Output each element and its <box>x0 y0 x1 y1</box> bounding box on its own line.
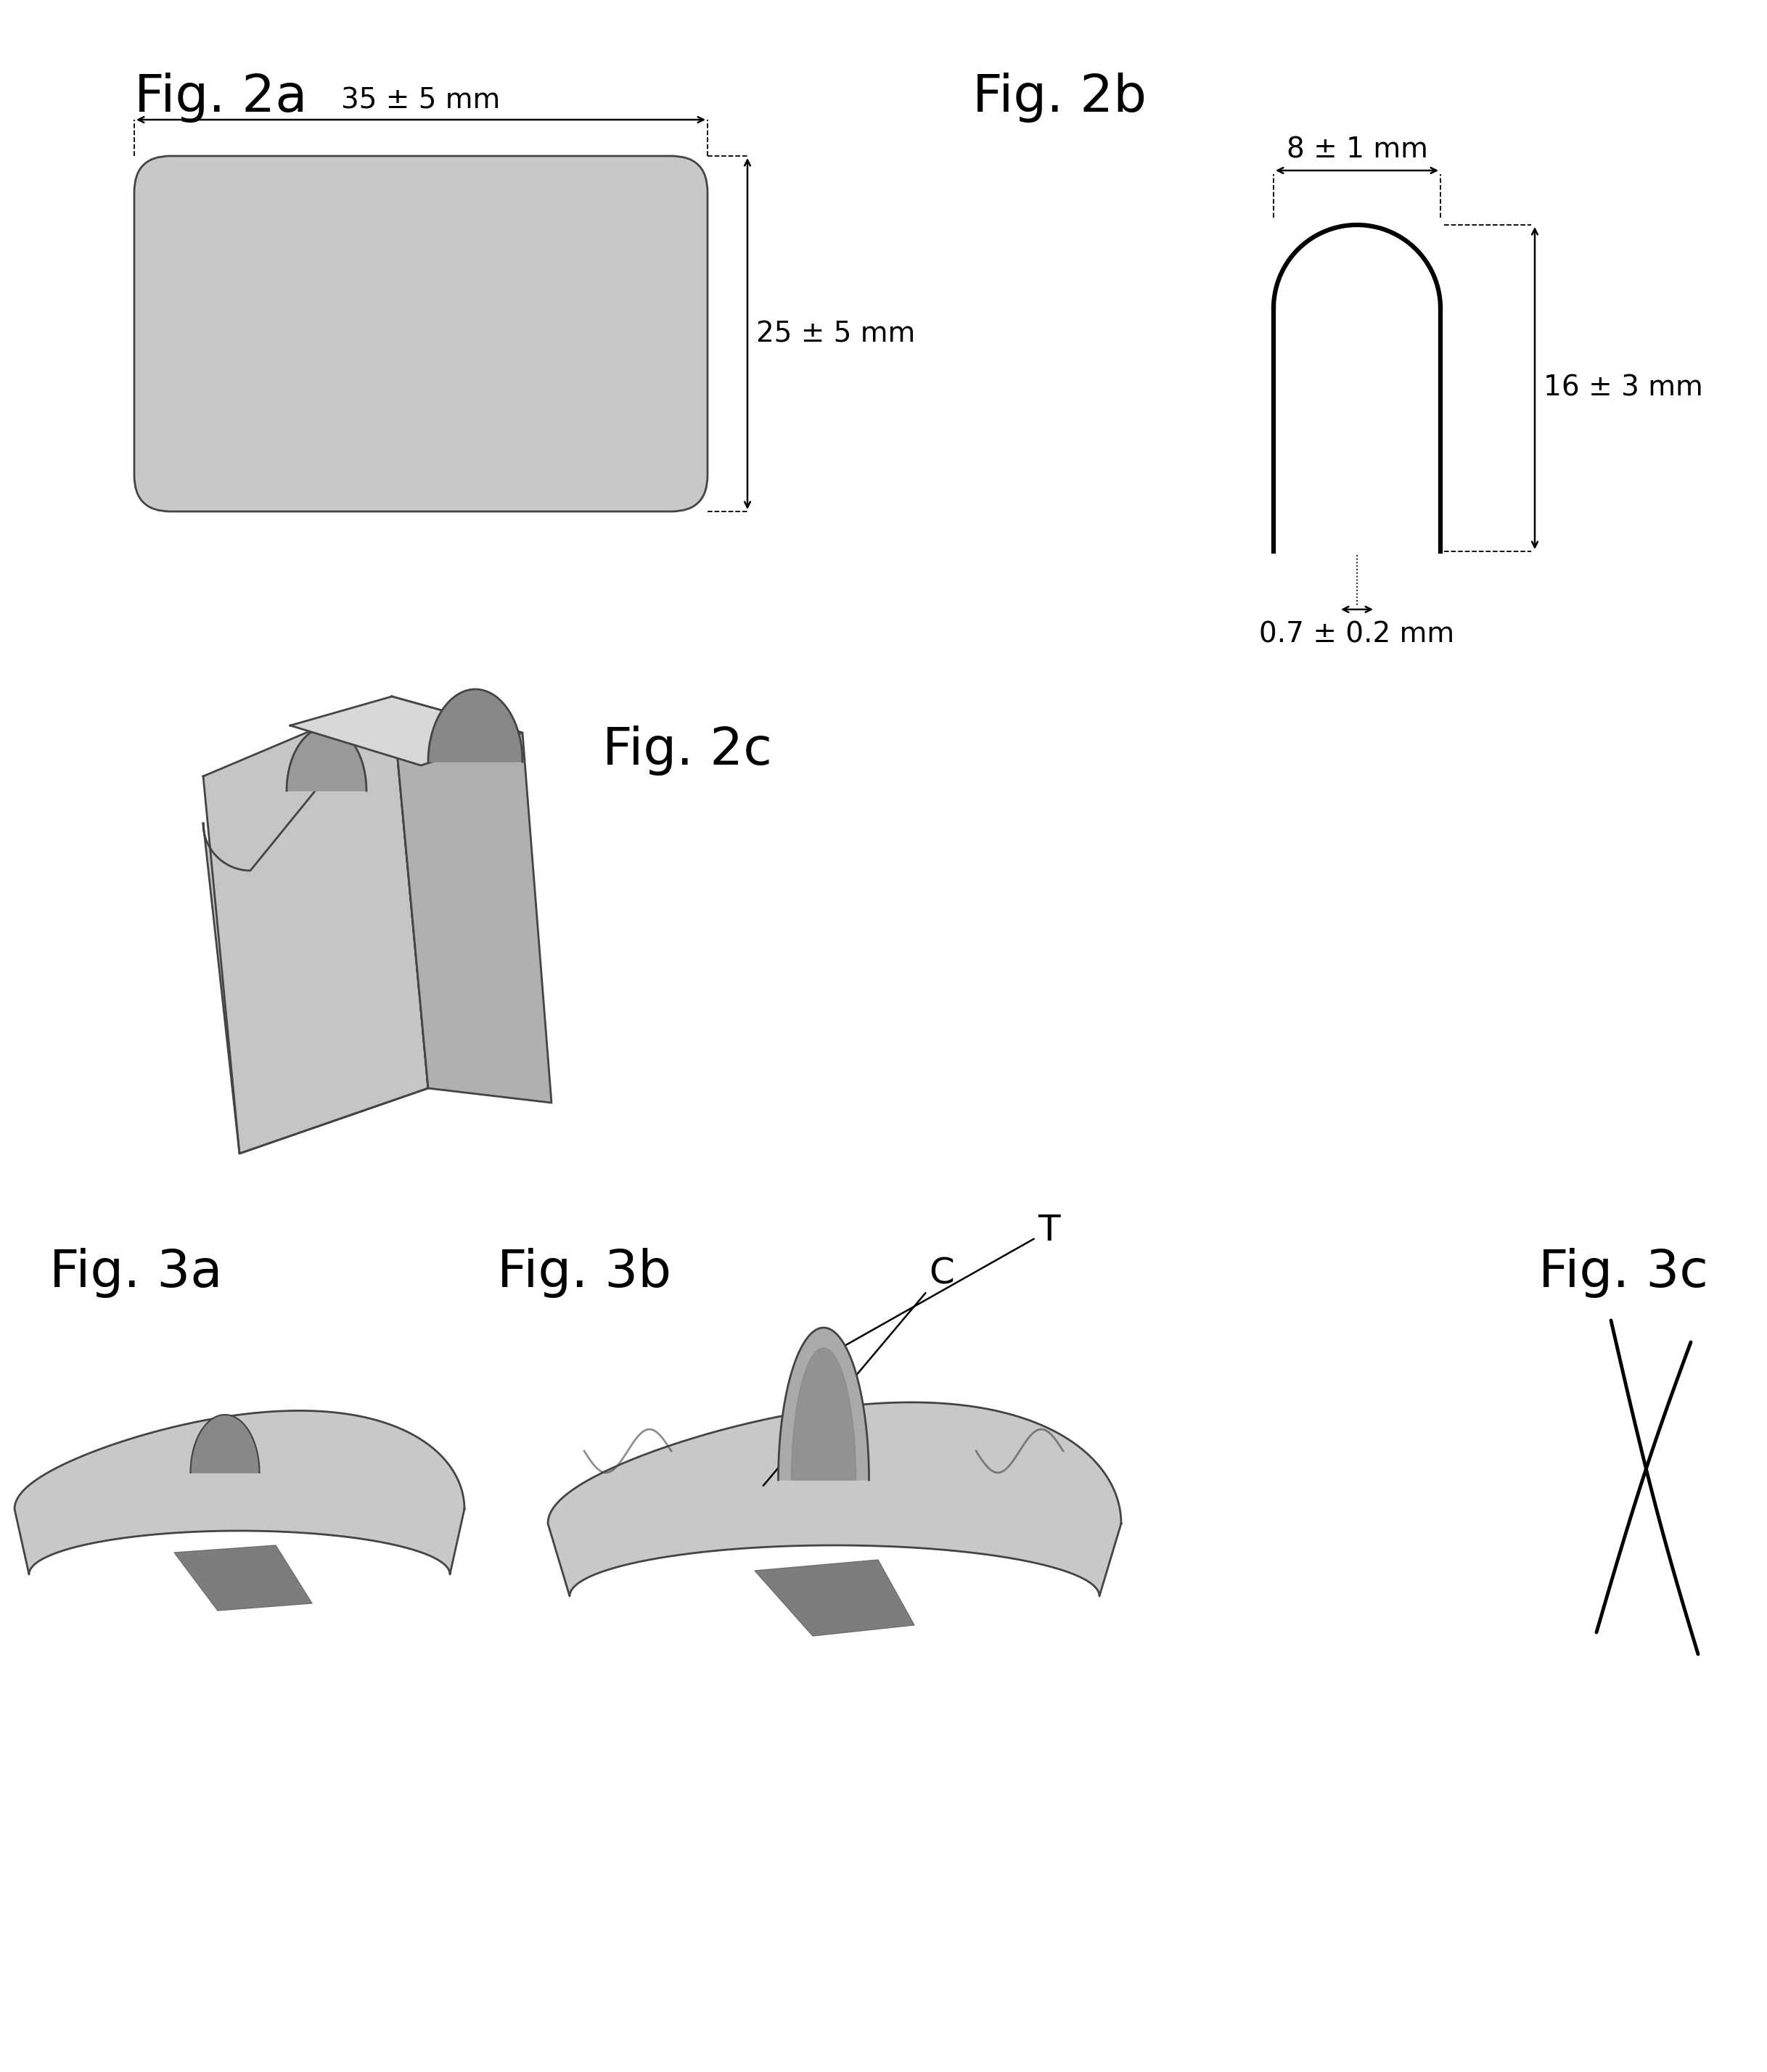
Polygon shape <box>777 1328 869 1479</box>
Text: Fig. 2b: Fig. 2b <box>972 73 1147 122</box>
Polygon shape <box>203 696 428 1154</box>
FancyBboxPatch shape <box>134 155 707 512</box>
Text: Fig. 2a: Fig. 2a <box>134 73 307 122</box>
Text: 0.7 ± 0.2 mm: 0.7 ± 0.2 mm <box>1260 620 1454 649</box>
Text: T: T <box>839 1212 1060 1349</box>
Polygon shape <box>14 1411 465 1575</box>
Text: 25 ± 5 mm: 25 ± 5 mm <box>756 319 915 348</box>
Polygon shape <box>286 727 366 792</box>
Text: Fig. 3a: Fig. 3a <box>49 1247 223 1297</box>
Text: 35 ± 5 mm: 35 ± 5 mm <box>341 87 500 114</box>
Text: Fig. 3b: Fig. 3b <box>497 1247 671 1297</box>
Polygon shape <box>392 696 551 1102</box>
Polygon shape <box>755 1560 914 1637</box>
Polygon shape <box>191 1415 260 1473</box>
Polygon shape <box>175 1546 313 1610</box>
Text: 16 ± 3 mm: 16 ± 3 mm <box>1544 375 1703 402</box>
Text: C: C <box>763 1256 954 1486</box>
Polygon shape <box>290 696 523 765</box>
Text: Fig. 3c: Fig. 3c <box>1539 1247 1709 1297</box>
Text: Fig. 2c: Fig. 2c <box>603 725 772 775</box>
Polygon shape <box>203 696 428 1154</box>
Polygon shape <box>428 690 523 762</box>
Text: 8 ± 1 mm: 8 ± 1 mm <box>1286 135 1428 164</box>
Polygon shape <box>792 1349 855 1479</box>
Polygon shape <box>548 1403 1120 1595</box>
